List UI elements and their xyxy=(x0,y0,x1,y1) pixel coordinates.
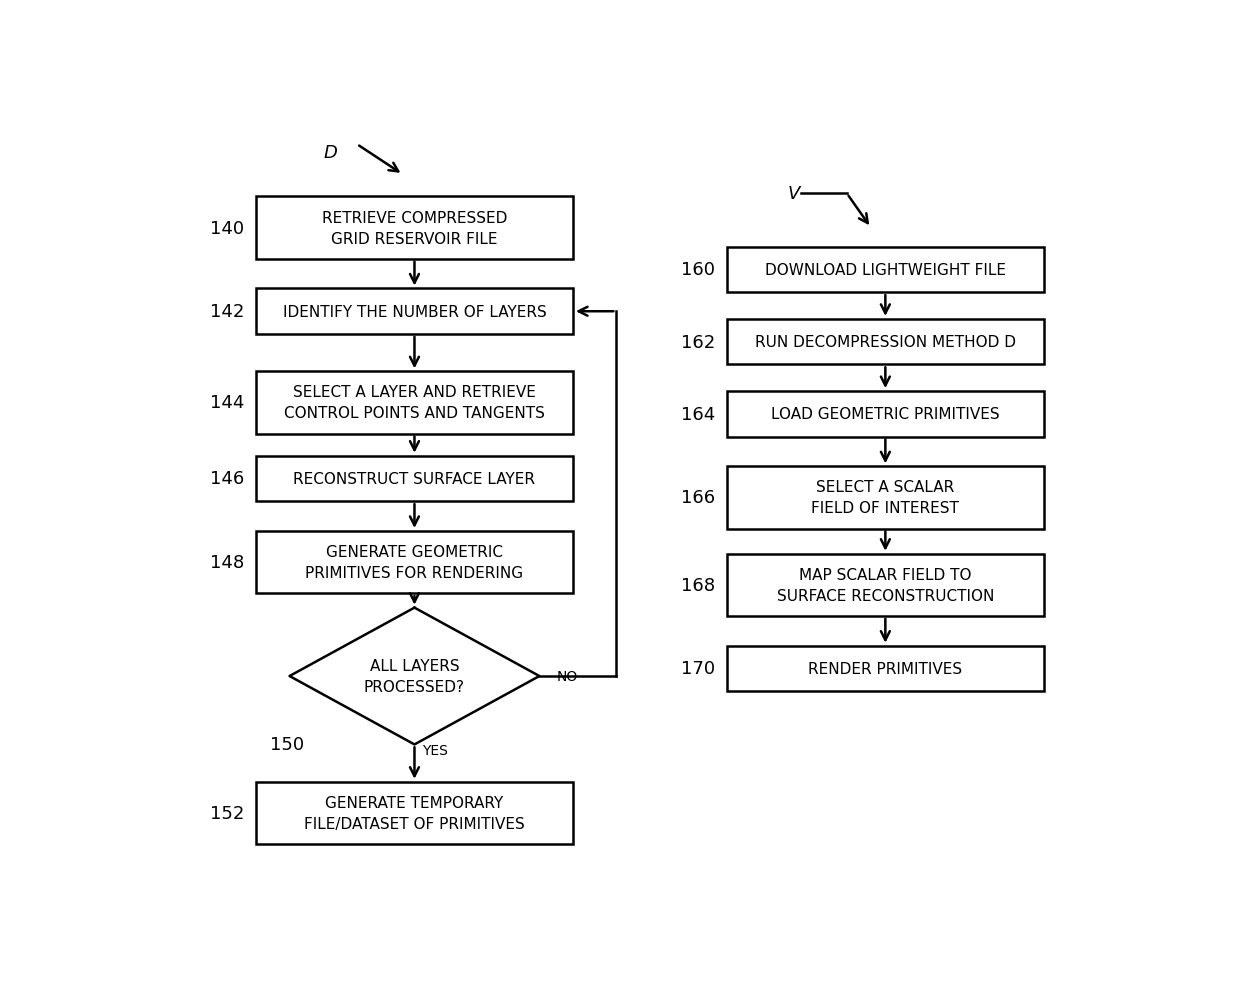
FancyBboxPatch shape xyxy=(255,289,573,334)
Text: 160: 160 xyxy=(681,261,715,279)
Text: RETRIEVE COMPRESSED
GRID RESERVOIR FILE: RETRIEVE COMPRESSED GRID RESERVOIR FILE xyxy=(322,210,507,246)
FancyBboxPatch shape xyxy=(727,247,1044,293)
FancyBboxPatch shape xyxy=(727,554,1044,616)
FancyBboxPatch shape xyxy=(255,782,573,844)
FancyBboxPatch shape xyxy=(255,197,573,259)
Polygon shape xyxy=(290,608,539,744)
Text: 140: 140 xyxy=(211,220,244,238)
FancyBboxPatch shape xyxy=(727,466,1044,529)
Text: 148: 148 xyxy=(210,553,244,572)
FancyBboxPatch shape xyxy=(255,457,573,502)
Text: RENDER PRIMITIVES: RENDER PRIMITIVES xyxy=(808,662,962,676)
Text: GENERATE GEOMETRIC
PRIMITIVES FOR RENDERING: GENERATE GEOMETRIC PRIMITIVES FOR RENDER… xyxy=(305,544,523,581)
Text: DOWNLOAD LIGHTWEIGHT FILE: DOWNLOAD LIGHTWEIGHT FILE xyxy=(765,262,1006,278)
FancyBboxPatch shape xyxy=(255,372,573,434)
Text: RECONSTRUCT SURFACE LAYER: RECONSTRUCT SURFACE LAYER xyxy=(294,471,536,486)
Text: 162: 162 xyxy=(681,333,715,351)
Text: 142: 142 xyxy=(210,303,244,320)
Text: 150: 150 xyxy=(270,736,304,753)
FancyBboxPatch shape xyxy=(727,391,1044,437)
Text: SELECT A SCALAR
FIELD OF INTEREST: SELECT A SCALAR FIELD OF INTEREST xyxy=(811,480,960,516)
Text: MAP SCALAR FIELD TO
SURFACE RECONSTRUCTION: MAP SCALAR FIELD TO SURFACE RECONSTRUCTI… xyxy=(776,567,994,603)
FancyBboxPatch shape xyxy=(727,319,1044,365)
Text: 152: 152 xyxy=(210,804,244,822)
Text: 168: 168 xyxy=(681,576,715,595)
Text: 170: 170 xyxy=(681,660,715,677)
Text: IDENTIFY THE NUMBER OF LAYERS: IDENTIFY THE NUMBER OF LAYERS xyxy=(283,305,547,319)
Text: NO: NO xyxy=(557,669,578,683)
FancyBboxPatch shape xyxy=(727,646,1044,691)
Text: V: V xyxy=(787,185,800,203)
Text: ALL LAYERS
PROCESSED?: ALL LAYERS PROCESSED? xyxy=(365,659,465,694)
Text: YES: YES xyxy=(422,743,448,757)
FancyBboxPatch shape xyxy=(255,531,573,594)
Text: 164: 164 xyxy=(681,405,715,423)
Text: SELECT A LAYER AND RETRIEVE
CONTROL POINTS AND TANGENTS: SELECT A LAYER AND RETRIEVE CONTROL POIN… xyxy=(284,386,544,421)
Text: GENERATE TEMPORARY
FILE/DATASET OF PRIMITIVES: GENERATE TEMPORARY FILE/DATASET OF PRIMI… xyxy=(304,795,525,831)
Text: 144: 144 xyxy=(210,394,244,412)
Text: RUN DECOMPRESSION METHOD D: RUN DECOMPRESSION METHOD D xyxy=(755,335,1016,350)
Text: LOAD GEOMETRIC PRIMITIVES: LOAD GEOMETRIC PRIMITIVES xyxy=(771,407,999,422)
Text: D: D xyxy=(324,144,337,162)
Text: 146: 146 xyxy=(210,470,244,488)
Text: 166: 166 xyxy=(681,489,715,507)
